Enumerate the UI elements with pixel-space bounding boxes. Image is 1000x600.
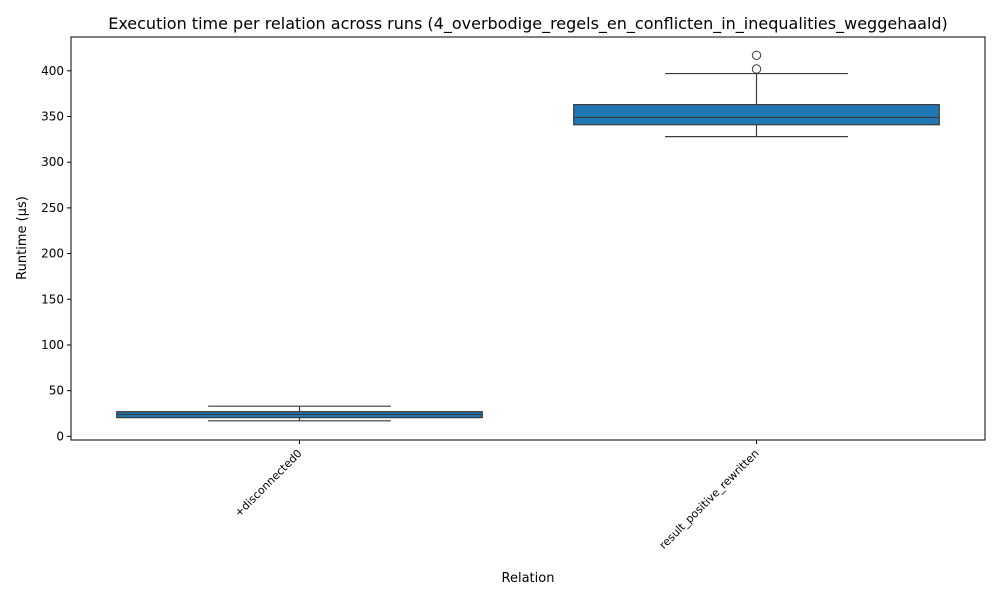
- y-tick-label: 100: [41, 338, 64, 352]
- x-axis: +disconnected0 result_positive_rewritten: [232, 440, 762, 552]
- outlier-point: [751, 50, 762, 60]
- x-tick-label: +disconnected0: [232, 447, 305, 520]
- y-tick-label: 400: [41, 64, 64, 78]
- x-tick-label: result_positive_rewritten: [657, 447, 762, 552]
- y-tick-label: 200: [41, 247, 64, 261]
- plot-area: [70, 36, 986, 441]
- x-axis-label: Relation: [502, 571, 555, 586]
- plot-frame: [70, 36, 986, 441]
- chart-title: Execution time per relation across runs …: [108, 14, 948, 34]
- outlier-point: [751, 64, 762, 74]
- y-tick-label: 0: [56, 429, 64, 443]
- y-tick-label: 50: [49, 384, 64, 398]
- box-1: [573, 50, 940, 138]
- box-0: [116, 405, 483, 422]
- y-axis: 0 50 100 150 200 250 300 350 400: [41, 64, 71, 443]
- y-axis-label: Runtime (µs): [15, 196, 30, 280]
- y-tick-label: 350: [41, 110, 64, 124]
- y-tick-label: 150: [41, 292, 64, 306]
- iqr-box: [573, 104, 940, 126]
- y-tick-label: 250: [41, 201, 64, 215]
- y-tick-label: 300: [41, 155, 64, 169]
